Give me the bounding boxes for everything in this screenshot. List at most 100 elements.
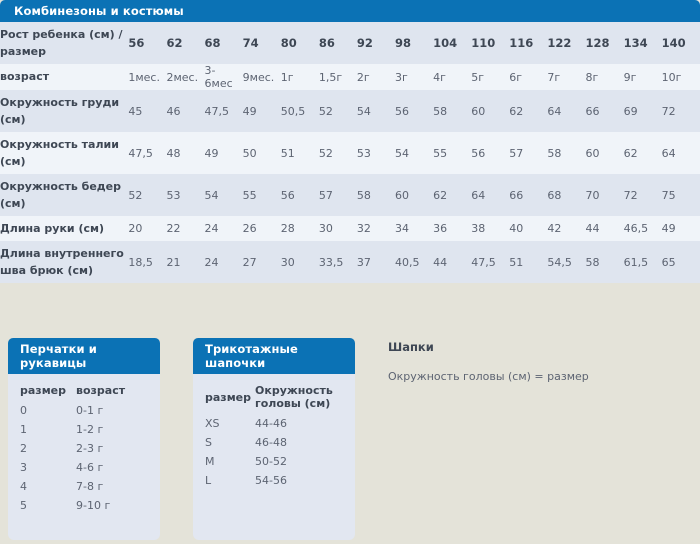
measurement-cell: 61,5 xyxy=(623,255,649,269)
value-cell: 50-52 xyxy=(255,455,287,468)
size-header-cell: 116 xyxy=(509,36,534,50)
size-cell: S xyxy=(205,436,212,449)
measurement-cell: 64 xyxy=(661,146,676,160)
measurement-cell: 49 xyxy=(661,222,676,235)
measurement-cell: 69 xyxy=(623,104,638,118)
table-row: 1 1-2 г xyxy=(8,420,160,439)
gloves-panel: Перчатки и рукавицы размер возраст 0 0-1 г 1… xyxy=(8,338,160,540)
size-header-cell: 110 xyxy=(471,36,496,50)
table-row: M 50-52 xyxy=(193,452,355,471)
measurement-cell: 44 xyxy=(433,255,448,269)
knitted-hats-panel: Трикотажные шапочки размер Окружность гол… xyxy=(193,338,355,540)
hats-note-line: Окружность головы (см) = размер xyxy=(388,370,589,383)
measurement-cell: 24 xyxy=(204,222,219,235)
table-row: 4 7-8 г xyxy=(8,477,160,496)
measurement-cell: 28 xyxy=(280,222,295,235)
measurement-cell: 10г xyxy=(661,70,682,84)
measurement-cell: 7г xyxy=(547,70,561,84)
hats-size-table: размер Окружность головы (см) XS 44-46 S 46-4… xyxy=(193,380,355,490)
table-header-row: размер возраст xyxy=(8,380,160,401)
measurement-cell: 50 xyxy=(242,146,257,160)
table-row: 3 4-6 г xyxy=(8,458,160,477)
measurement-cell: 9г xyxy=(623,70,637,84)
table-row: 0 0-1 г xyxy=(8,401,160,420)
measurement-cell: 5г xyxy=(471,70,484,84)
table-row: S 46-48 xyxy=(193,433,355,452)
measurement-cell: 30 xyxy=(280,255,295,269)
measurement-cell: 40 xyxy=(509,222,524,235)
size-header-cell: 104 xyxy=(433,36,458,50)
measurement-cell: 38 xyxy=(471,222,486,235)
overalls-and-suits-panel: Комбинезоны и костюмы Рост ребенка (см) … xyxy=(0,0,700,283)
size-header-cell: 86 xyxy=(318,36,335,50)
measurement-cell: 46,5 xyxy=(623,222,649,235)
measurement-cell: 55 xyxy=(433,146,448,160)
measurement-cell: 1мес. xyxy=(128,70,160,84)
size-header-cell: 128 xyxy=(585,36,610,50)
measurement-cell: 21 xyxy=(166,255,181,269)
measurement-cell: 47,5 xyxy=(204,104,230,118)
measurement-cell: 58 xyxy=(547,146,562,160)
row-label: возраст xyxy=(0,70,50,84)
main-size-table: Рост ребенка (см) /размер 56 62 68 74 80 86 92 9… xyxy=(0,22,700,283)
table-row: Окружность талии (см) 47,5 48 49 50 51 52 53 54 5… xyxy=(0,132,700,174)
table-header-row: размер Окружность головы (см) xyxy=(193,380,355,414)
gloves-table-title: Перчатки и рукавицы xyxy=(8,338,160,374)
measurement-cell: 70 xyxy=(585,188,600,202)
size-header-cell: 68 xyxy=(204,36,221,50)
measurement-cell: 66 xyxy=(509,188,524,202)
gloves-size-table: размер возраст 0 0-1 г 1 1-2 г 2 2-3 г 3 4-6 г 4 7-… xyxy=(8,380,160,515)
size-cell: 3 xyxy=(20,461,27,474)
measurement-cell: 64 xyxy=(471,188,486,202)
measurement-cell: 34 xyxy=(395,222,410,235)
measurement-cell: 60 xyxy=(395,188,410,202)
size-cell: 0 xyxy=(20,404,27,417)
row-label: Окружность бедер (см) xyxy=(0,179,122,210)
row-label: Длина внутреннего шва брюк (см) xyxy=(0,246,124,277)
hats-note-block: Шапки Окружность головы (см) = размер xyxy=(388,340,688,383)
measurement-cell: 58 xyxy=(433,104,448,118)
measurement-cell: 58 xyxy=(585,255,600,269)
measurement-cell: 22 xyxy=(166,222,181,235)
size-header-cell: 98 xyxy=(395,36,412,50)
column-header: размер xyxy=(20,384,67,397)
measurement-cell: 32 xyxy=(356,222,371,235)
column-header: размер xyxy=(205,390,252,404)
measurement-cell: 53 xyxy=(356,146,371,160)
table-row: Рост ребенка (см) /размер 56 62 68 74 80 86 92 9… xyxy=(0,22,700,64)
column-header: возраст xyxy=(76,384,126,397)
table-row: 2 2-3 г xyxy=(8,439,160,458)
size-cell: 2 xyxy=(20,442,27,455)
measurement-cell: 1,5г xyxy=(318,70,343,84)
column-header: Окружность головы (см) xyxy=(255,384,333,410)
measurement-cell: 4г xyxy=(433,70,446,84)
value-cell: 9-10 г xyxy=(76,499,111,512)
value-cell: 46-48 xyxy=(255,436,287,449)
measurement-cell: 64 xyxy=(547,104,562,118)
measurement-cell: 1г xyxy=(280,70,294,84)
row-label: Окружность талии (см) xyxy=(0,137,119,168)
measurement-cell: 49 xyxy=(242,104,257,118)
measurement-cell: 46 xyxy=(166,104,181,118)
measurement-cell: 30 xyxy=(318,222,333,235)
measurement-cell: 8г xyxy=(585,70,599,84)
measurement-cell: 52 xyxy=(128,188,143,202)
table-row: Длина внутреннего шва брюк (см) 18,5 21 24 2… xyxy=(0,241,700,283)
measurement-cell: 65 xyxy=(661,255,676,269)
measurement-cell: 72 xyxy=(623,188,638,202)
measurement-cell: 42 xyxy=(547,222,562,235)
measurement-cell: 58 xyxy=(356,188,371,202)
value-cell: 44-46 xyxy=(255,417,287,430)
measurement-cell: 56 xyxy=(471,146,486,160)
measurement-cell: 48 xyxy=(166,146,181,160)
hats-note-title: Шапки xyxy=(388,340,434,354)
measurement-cell: 54 xyxy=(395,146,410,160)
measurement-cell: 68 xyxy=(547,188,562,202)
measurement-cell: 33,5 xyxy=(318,255,344,269)
size-cell: M xyxy=(205,455,215,468)
size-header-cell: 140 xyxy=(661,36,686,50)
size-header-cell: 134 xyxy=(623,36,648,50)
measurement-cell: 3г xyxy=(395,70,408,84)
measurement-cell: 62 xyxy=(509,104,524,118)
table-row: L 54-56 xyxy=(193,471,355,490)
